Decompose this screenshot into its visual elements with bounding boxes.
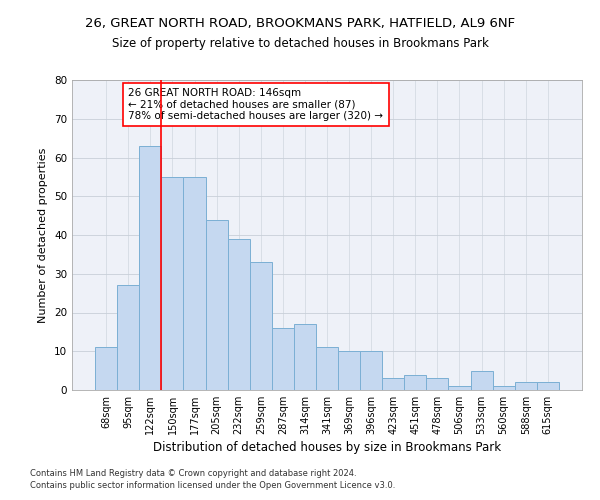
Bar — [338, 351, 360, 390]
Bar — [139, 146, 161, 390]
Bar — [227, 239, 250, 390]
Bar — [272, 328, 294, 390]
Bar — [448, 386, 470, 390]
Bar — [161, 177, 184, 390]
Bar — [95, 348, 117, 390]
Text: 26, GREAT NORTH ROAD, BROOKMANS PARK, HATFIELD, AL9 6NF: 26, GREAT NORTH ROAD, BROOKMANS PARK, HA… — [85, 18, 515, 30]
Text: Size of property relative to detached houses in Brookmans Park: Size of property relative to detached ho… — [112, 38, 488, 51]
Text: Contains public sector information licensed under the Open Government Licence v3: Contains public sector information licen… — [30, 481, 395, 490]
Bar — [493, 386, 515, 390]
Bar — [294, 324, 316, 390]
Bar — [117, 286, 139, 390]
Bar — [404, 374, 427, 390]
Bar — [360, 351, 382, 390]
Text: 26 GREAT NORTH ROAD: 146sqm
← 21% of detached houses are smaller (87)
78% of sem: 26 GREAT NORTH ROAD: 146sqm ← 21% of det… — [128, 88, 383, 121]
Bar — [184, 177, 206, 390]
X-axis label: Distribution of detached houses by size in Brookmans Park: Distribution of detached houses by size … — [153, 441, 501, 454]
Bar — [382, 378, 404, 390]
Bar — [206, 220, 227, 390]
Bar — [515, 382, 537, 390]
Y-axis label: Number of detached properties: Number of detached properties — [38, 148, 49, 322]
Text: Contains HM Land Registry data © Crown copyright and database right 2024.: Contains HM Land Registry data © Crown c… — [30, 468, 356, 477]
Bar — [470, 370, 493, 390]
Bar — [316, 348, 338, 390]
Bar — [537, 382, 559, 390]
Bar — [427, 378, 448, 390]
Bar — [250, 262, 272, 390]
